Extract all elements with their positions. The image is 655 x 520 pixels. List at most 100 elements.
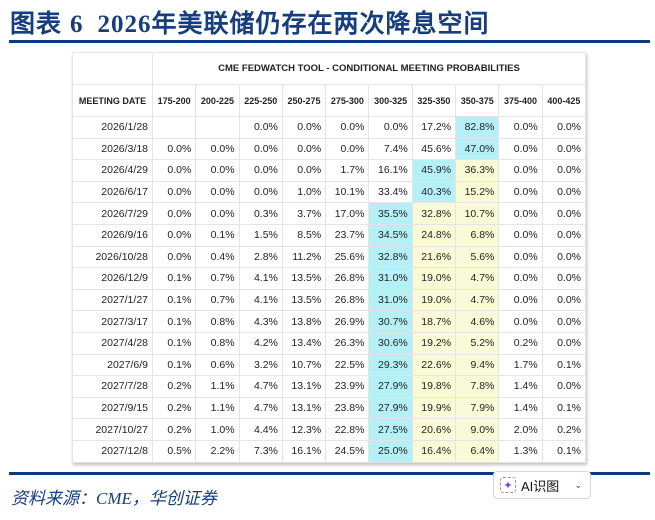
column-header: 325-350 <box>411 84 457 117</box>
probability-cell: 27.9% <box>368 375 413 398</box>
probability-cell: 0.0% <box>238 159 283 182</box>
probability-cell: 0.0% <box>541 310 587 333</box>
probability-cell: 0.0% <box>541 137 587 161</box>
probability-cell: 3.2% <box>238 353 283 377</box>
probability-table-container: CME FEDWATCH TOOL - CONDITIONAL MEETING … <box>72 52 587 463</box>
probability-cell: 0.2% <box>151 375 197 398</box>
probability-cell: 5.2% <box>455 331 500 355</box>
probability-cell: 2.0% <box>498 418 543 441</box>
column-header: 250-275 <box>281 84 327 117</box>
meeting-date: 2026/1/28 <box>72 116 153 139</box>
probability-cell: 82.8% <box>455 116 500 139</box>
probability-cell: 0.0% <box>151 180 197 204</box>
probability-cell: 4.7% <box>238 375 283 398</box>
probability-cell: 24.5% <box>325 439 370 463</box>
probability-cell: 5.6% <box>455 245 500 269</box>
probability-cell: 27.9% <box>368 396 413 420</box>
probability-cell: 17.0% <box>325 202 370 225</box>
table-row: 2027/1/27 0.1% 0.7% 4.1% 13.5% 26.8% 31.0% 19.0… <box>72 288 587 312</box>
probability-cell: 0.7% <box>195 288 240 312</box>
figure-title: 图表 6 2026年美联储仍存在两次降息空间 <box>10 4 490 40</box>
probability-cell: 0.0% <box>281 159 327 182</box>
figure-title-text: 2026年美联储仍存在两次降息空间 <box>97 11 490 38</box>
table-row: 2027/6/9 0.1% 0.6% 3.2% 10.7% 22.5% 29.3% 22.6%… <box>72 353 587 377</box>
chevron-down-icon[interactable]: ⌄ <box>574 479 582 490</box>
probability-cell: 31.0% <box>368 267 413 290</box>
probability-table: CME FEDWATCH TOOL - CONDITIONAL MEETING … <box>72 52 587 463</box>
column-header: 300-325 <box>368 84 413 117</box>
probability-cell: 1.0% <box>195 418 240 441</box>
probability-cell: 6.8% <box>455 223 500 247</box>
probability-cell: 13.5% <box>281 288 327 312</box>
probability-cell: 1.4% <box>498 375 543 398</box>
probability-cell: 4.6% <box>455 310 500 333</box>
probability-cell: 0.0% <box>368 116 413 139</box>
probability-cell: 0.1% <box>151 267 197 290</box>
probability-cell: 0.1% <box>541 439 587 463</box>
probability-cell: 22.8% <box>325 418 370 441</box>
probability-cell: 19.0% <box>411 267 457 290</box>
probability-cell: 0.7% <box>195 267 240 290</box>
probability-cell: 0.0% <box>541 331 587 355</box>
probability-cell: 26.3% <box>325 331 370 355</box>
probability-cell: 29.3% <box>368 353 413 377</box>
column-header: 375-400 <box>498 84 543 117</box>
ai-button-label: AI识图 <box>521 478 560 494</box>
probability-cell: 0.0% <box>498 202 543 225</box>
probability-cell: 15.2% <box>455 180 500 204</box>
meeting-date: 2026/10/28 <box>72 245 153 269</box>
figure-label: 图表 <box>10 11 63 38</box>
probability-cell: 0.0% <box>195 202 240 225</box>
probability-cell: 0.0% <box>498 116 543 139</box>
probability-cell: 0.5% <box>151 439 197 463</box>
table-row: 2027/7/28 0.2% 1.1% 4.7% 13.1% 23.9% 27.9% 19.8… <box>72 375 587 398</box>
column-header: MEETING DATE <box>72 84 153 117</box>
probability-cell: 0.1% <box>151 288 197 312</box>
ai-recognize-button[interactable]: ✦ AI识图 ⌄ <box>493 471 591 499</box>
column-header: 200-225 <box>195 84 240 117</box>
column-header: 175-200 <box>151 84 197 117</box>
probability-cell: 45.9% <box>411 159 457 182</box>
probability-cell: 0.0% <box>195 137 240 161</box>
probability-cell: 0.2% <box>151 396 197 420</box>
table-row: 2027/10/27 0.2% 1.0% 4.4% 12.3% 22.8% 27.5% 20.… <box>72 418 587 441</box>
probability-cell: 25.0% <box>368 439 413 463</box>
probability-cell: 10.1% <box>325 180 370 204</box>
probability-cell: 30.7% <box>368 310 413 333</box>
meeting-date: 2027/1/27 <box>72 288 153 312</box>
probability-cell: 45.6% <box>411 137 457 161</box>
probability-cell: 7.8% <box>455 375 500 398</box>
probability-cell: 4.7% <box>238 396 283 420</box>
table-row: 2026/1/28 0.0% 0.0% 0.0% 0.0% 17.2% 82.8% 0.0% 0… <box>72 116 587 139</box>
probability-cell: 0.0% <box>498 137 543 161</box>
probability-cell: 0.8% <box>195 331 240 355</box>
probability-cell <box>151 116 197 139</box>
table-row: 2027/3/17 0.1% 0.8% 4.3% 13.8% 26.9% 30.7% 18.7… <box>72 310 587 333</box>
probability-cell: 24.8% <box>411 223 457 247</box>
table-row: 2026/9/16 0.0% 0.1% 1.5% 8.5% 23.7% 34.5% 24.8%… <box>72 223 587 247</box>
source-note: 资料来源：CME，华创证券 <box>11 489 217 508</box>
probability-cell: 0.0% <box>498 223 543 247</box>
table-row: 2026/7/29 0.0% 0.0% 0.3% 3.7% 17.0% 35.5% 32.8%… <box>72 202 587 225</box>
meeting-date: 2027/10/27 <box>72 418 153 441</box>
probability-cell: 0.3% <box>238 202 283 225</box>
probability-cell: 1.0% <box>281 180 327 204</box>
probability-cell: 26.8% <box>325 267 370 290</box>
probability-cell: 23.7% <box>325 223 370 247</box>
table-row: 2026/12/9 0.1% 0.7% 4.1% 13.5% 26.8% 31.0% 19.0… <box>72 267 587 290</box>
probability-cell: 0.0% <box>498 159 543 182</box>
table-row: 2026/10/28 0.0% 0.4% 2.8% 11.2% 25.6% 32.8% 21.… <box>72 245 587 269</box>
probability-cell: 13.5% <box>281 267 327 290</box>
probability-cell: 0.1% <box>151 331 197 355</box>
probability-cell: 0.0% <box>151 202 197 225</box>
meeting-date: 2026/4/29 <box>72 159 153 182</box>
probability-cell: 9.0% <box>455 418 500 441</box>
meeting-date: 2027/6/9 <box>72 353 153 377</box>
probability-cell: 0.0% <box>498 267 543 290</box>
probability-cell: 40.3% <box>411 180 457 204</box>
probability-cell: 4.7% <box>455 267 500 290</box>
probability-cell: 0.0% <box>151 137 197 161</box>
probability-cell: 19.9% <box>411 396 457 420</box>
probability-cell: 4.2% <box>238 331 283 355</box>
probability-cell: 0.0% <box>541 245 587 269</box>
